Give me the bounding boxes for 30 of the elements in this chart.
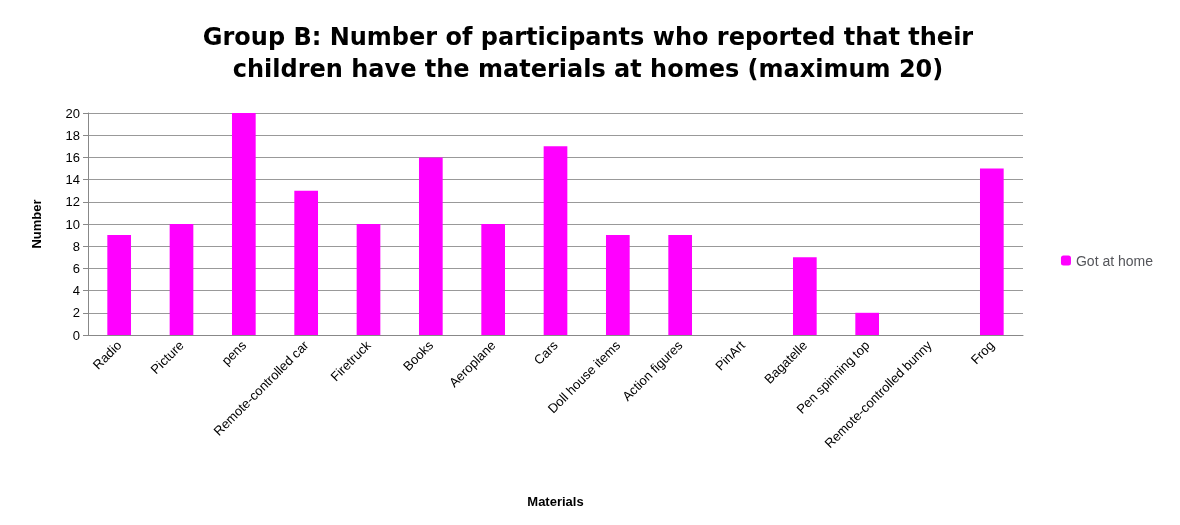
y-tick-label: 20 [65, 105, 80, 121]
y-tick-label: 2 [72, 305, 80, 321]
x-tick-label: Cars [530, 337, 562, 368]
bar [543, 146, 568, 335]
bar [605, 235, 630, 335]
bar [792, 257, 817, 335]
bar [481, 224, 506, 335]
bar [107, 235, 132, 335]
y-tick-label: 12 [65, 194, 80, 210]
y-tick-label: 0 [72, 327, 80, 343]
bar [294, 190, 319, 335]
x-axis-title: Materials [527, 494, 584, 509]
y-tick-label: 14 [65, 172, 80, 188]
y-tick-label: 18 [65, 127, 80, 143]
y-tick-label: 4 [72, 283, 80, 299]
bar [231, 113, 256, 335]
y-tick-label: 10 [65, 216, 80, 232]
chart-title: Group B: Number of participants who reported that their children have the materials at homes (maximum 20) [202, 23, 974, 83]
bar [356, 224, 381, 335]
bar [418, 157, 443, 335]
y-tick-label: 6 [72, 260, 80, 276]
x-tick-label: Frog [967, 337, 998, 368]
y-tick-label: 16 [65, 149, 80, 165]
bar [169, 224, 194, 335]
legend-label: Got at home [1075, 252, 1154, 269]
bar [855, 312, 880, 335]
y-tick-label: 8 [72, 238, 80, 254]
bar [979, 168, 1004, 335]
y-axis-title: Number [29, 199, 44, 249]
bar [668, 235, 693, 335]
